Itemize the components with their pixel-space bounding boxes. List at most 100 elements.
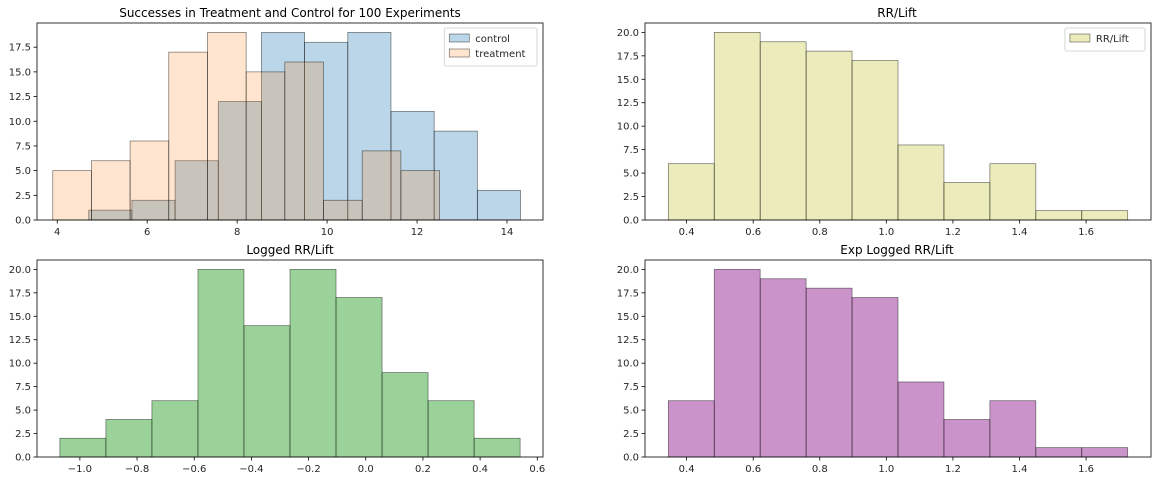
x-tick-label: 12 xyxy=(411,227,424,238)
histogram-bar xyxy=(197,269,245,458)
y-tick-label: 20.0 xyxy=(617,265,639,276)
y-tick-label: 5.0 xyxy=(623,406,639,417)
histogram-bar xyxy=(323,199,363,221)
y-tick-label: 7.5 xyxy=(623,145,639,156)
y-tick-label: 2.5 xyxy=(623,192,639,203)
y-tick-label: 2.5 xyxy=(15,429,31,440)
chart-rr-lift: RR/Lift 0.4 0.6 0.8 1.0 1.2 1.4 1.6 0.0 2.5 5.0 7.… xyxy=(617,6,1152,238)
y-tick-label: 12.5 xyxy=(617,98,639,109)
chart-exp-logged-rr-lift: Exp Logged RR/Lift 0.4 0.6 0.8 1.0 1.2 1.4 1.6… xyxy=(617,243,1152,475)
chart-title: Exp Logged RR/Lift xyxy=(840,243,954,257)
histogram-bar xyxy=(427,400,475,458)
histogram-bar xyxy=(400,170,440,221)
y-tick-label: 12.5 xyxy=(9,92,31,103)
histogram-bar xyxy=(433,130,478,221)
y-tick-label: 0.0 xyxy=(15,453,31,464)
legend-label: RR/Lift xyxy=(1096,34,1129,45)
axes-frame xyxy=(644,259,1152,458)
histogram-bar xyxy=(168,51,208,221)
histogram-bar xyxy=(713,269,761,458)
y-tick-label: 5.0 xyxy=(15,166,31,177)
histogram-bar xyxy=(347,32,392,221)
x-tick-label: 4 xyxy=(54,227,60,238)
histogram-bar xyxy=(381,372,429,458)
chart-title: Successes in Treatment and Control for 1… xyxy=(119,6,461,20)
histogram-bar xyxy=(390,111,435,221)
y-tick-label: 10.0 xyxy=(9,117,31,128)
legend: control treatment xyxy=(443,27,538,67)
legend-box xyxy=(443,27,538,67)
y-tick-label: 7.5 xyxy=(15,141,31,152)
x-tick-label: 1.2 xyxy=(945,227,961,238)
legend-swatch xyxy=(448,48,470,58)
x-tick-label: −0.8 xyxy=(125,464,149,475)
histogram-bar xyxy=(207,32,247,221)
legend: RR/Lift xyxy=(1064,27,1146,52)
histogram-bar xyxy=(91,160,131,221)
y-tick-label: 0.0 xyxy=(15,216,31,227)
histogram-bar xyxy=(851,60,899,221)
histogram-bar xyxy=(473,437,521,458)
x-tick-label: −0.2 xyxy=(296,464,320,475)
x-tick-label: 14 xyxy=(501,227,514,238)
y-tick-label: 17.5 xyxy=(9,43,31,54)
legend-swatch xyxy=(448,33,470,43)
x-tick-label: 1.4 xyxy=(1012,227,1028,238)
histogram-bar xyxy=(476,190,521,221)
histogram-bar xyxy=(759,41,807,221)
y-tick-label: 10.0 xyxy=(9,359,31,370)
legend-swatch xyxy=(1069,33,1091,43)
y-tick-label: 17.5 xyxy=(617,51,639,62)
y-tick-label: 17.5 xyxy=(617,288,639,299)
x-tick-label: 1.2 xyxy=(945,464,961,475)
histogram-bar xyxy=(361,150,402,221)
chart-title: Logged RR/Lift xyxy=(246,243,334,257)
chart-title: RR/Lift xyxy=(877,6,917,20)
histogram-bar xyxy=(151,400,199,458)
y-tick-label: 20.0 xyxy=(617,28,639,39)
x-tick-label: −0.4 xyxy=(239,464,263,475)
y-tick-label: 15.0 xyxy=(9,67,31,78)
y-tick-label: 17.5 xyxy=(9,288,31,299)
y-tick-label: 12.5 xyxy=(9,335,31,346)
x-tick-label: 0.8 xyxy=(812,227,828,238)
x-tick-label: 0.6 xyxy=(745,464,761,475)
histogram-bar xyxy=(1035,447,1083,458)
histogram-bar xyxy=(851,297,899,458)
y-tick-label: 20.0 xyxy=(9,265,31,276)
y-tick-label: 15.0 xyxy=(9,312,31,323)
x-tick-label: 10 xyxy=(321,227,334,238)
x-tick-label: 0.4 xyxy=(679,464,695,475)
histogram-bar xyxy=(989,163,1037,221)
histogram-bar xyxy=(284,61,324,221)
histogram-bar xyxy=(1035,210,1083,221)
histogram-bar xyxy=(304,41,349,221)
y-tick-label: 10.0 xyxy=(617,122,639,133)
x-tick-label: 0.6 xyxy=(745,227,761,238)
y-tick-label: 2.5 xyxy=(15,191,31,202)
histogram-bar xyxy=(805,287,853,458)
x-tick-label: 1.0 xyxy=(878,464,894,475)
histogram-bar xyxy=(897,144,945,221)
histogram-bar xyxy=(59,437,107,458)
x-tick-label: 6 xyxy=(144,227,150,238)
histogram-bar xyxy=(989,400,1037,458)
y-tick-label: 10.0 xyxy=(617,359,639,370)
histogram-bar xyxy=(129,140,170,221)
y-tick-label: 15.0 xyxy=(617,312,639,323)
histogram-bar xyxy=(243,325,291,458)
histogram-bar xyxy=(667,400,715,458)
histogram-bar xyxy=(805,50,853,221)
y-tick-label: 0.0 xyxy=(623,453,639,464)
histogram-bar xyxy=(897,381,945,458)
histogram-bar xyxy=(943,182,991,221)
histogram-bar xyxy=(943,419,991,458)
x-tick-label: 1.6 xyxy=(1078,464,1094,475)
x-tick-label: −0.6 xyxy=(182,464,206,475)
histogram-bar xyxy=(261,32,305,221)
x-tick-label: −1.0 xyxy=(68,464,92,475)
histogram-bar xyxy=(759,278,807,458)
histogram-bar xyxy=(713,32,761,221)
legend-label: treatment xyxy=(475,49,525,60)
